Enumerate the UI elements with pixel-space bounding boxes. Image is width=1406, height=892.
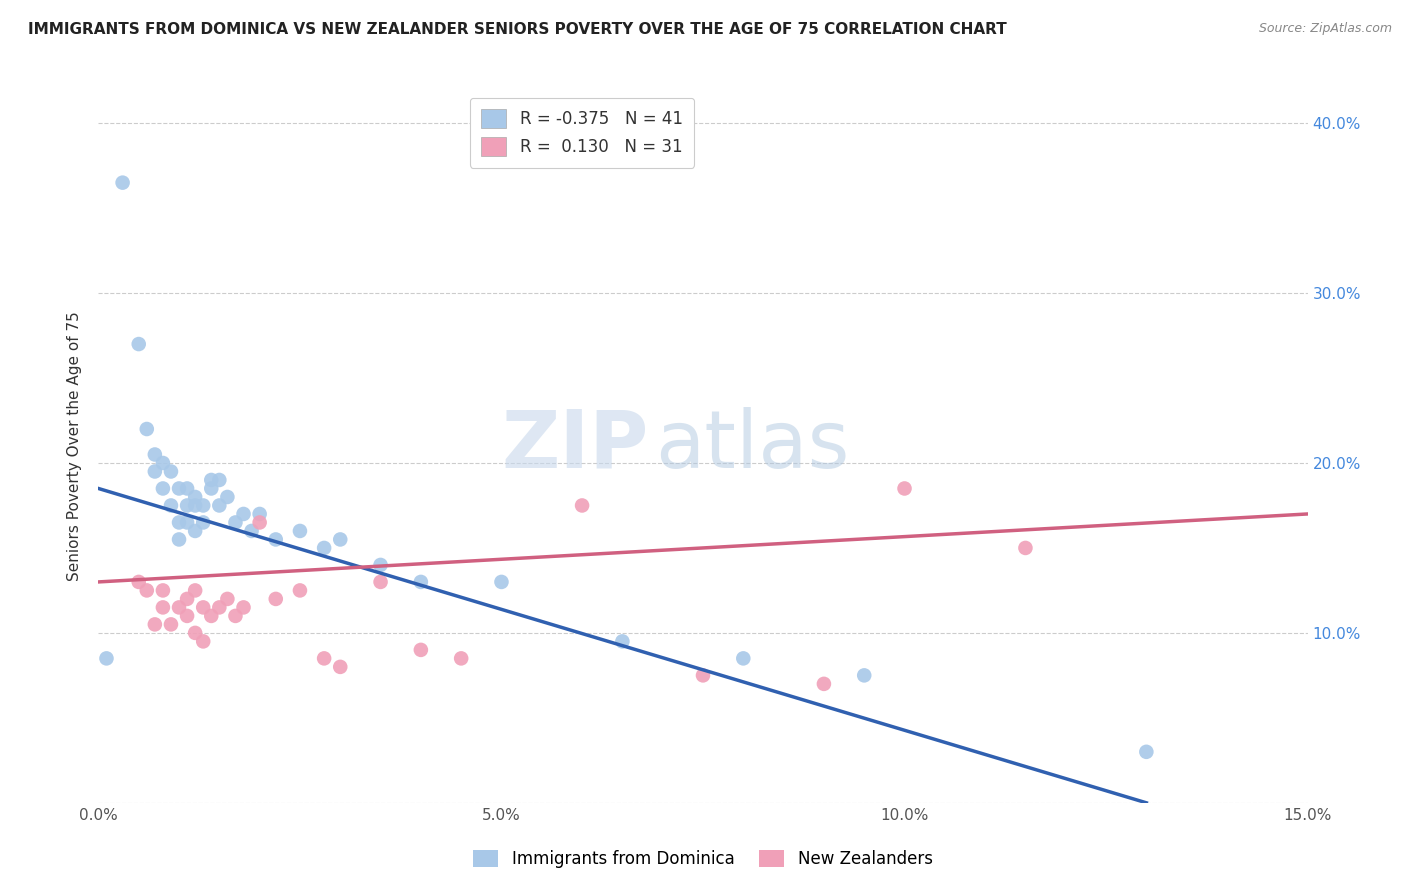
Text: ZIP: ZIP <box>502 407 648 485</box>
Point <box>184 524 207 538</box>
Point <box>813 677 835 691</box>
Point <box>200 608 222 623</box>
Point <box>249 516 271 530</box>
Point <box>200 473 222 487</box>
Y-axis label: Seniors Poverty Over the Age of 75: Seniors Poverty Over the Age of 75 <box>67 311 83 581</box>
Point <box>329 533 352 547</box>
Point <box>893 482 915 496</box>
Point <box>167 516 190 530</box>
Text: IMMIGRANTS FROM DOMINICA VS NEW ZEALANDER SENIORS POVERTY OVER THE AGE OF 75 COR: IMMIGRANTS FROM DOMINICA VS NEW ZEALANDE… <box>28 22 1007 37</box>
Point <box>184 490 207 504</box>
Point <box>193 600 215 615</box>
Point <box>176 591 198 606</box>
Text: atlas: atlas <box>655 407 849 485</box>
Point <box>264 533 287 547</box>
Point <box>176 608 198 623</box>
Point <box>152 600 174 615</box>
Point <box>111 176 134 190</box>
Point <box>152 482 174 496</box>
Point <box>232 507 254 521</box>
Point <box>224 608 246 623</box>
Point <box>370 558 392 572</box>
Point <box>612 634 634 648</box>
Point <box>208 499 231 513</box>
Point <box>143 448 166 462</box>
Point <box>409 574 432 589</box>
Point <box>208 600 231 615</box>
Point <box>135 422 157 436</box>
Point <box>176 482 198 496</box>
Point <box>184 626 207 640</box>
Point <box>184 499 207 513</box>
Point <box>288 583 311 598</box>
Point <box>176 516 198 530</box>
Point <box>224 516 246 530</box>
Point <box>853 668 876 682</box>
Point <box>160 617 183 632</box>
Point <box>491 574 513 589</box>
Point <box>409 643 432 657</box>
Point <box>193 516 215 530</box>
Point <box>571 499 593 513</box>
Point <box>167 482 190 496</box>
Point <box>176 499 198 513</box>
Legend: R = -0.375   N = 41, R =  0.130   N = 31: R = -0.375 N = 41, R = 0.130 N = 31 <box>470 97 695 168</box>
Point <box>1014 541 1036 555</box>
Point <box>200 482 222 496</box>
Point <box>249 507 271 521</box>
Point <box>128 574 150 589</box>
Point <box>240 524 263 538</box>
Point <box>370 574 392 589</box>
Point <box>329 660 352 674</box>
Point <box>184 583 207 598</box>
Point <box>288 524 311 538</box>
Point <box>152 583 174 598</box>
Text: Source: ZipAtlas.com: Source: ZipAtlas.com <box>1258 22 1392 36</box>
Point <box>264 591 287 606</box>
Point <box>193 634 215 648</box>
Point <box>692 668 714 682</box>
Point <box>143 465 166 479</box>
Point <box>208 473 231 487</box>
Point <box>217 490 239 504</box>
Point <box>167 533 190 547</box>
Legend: Immigrants from Dominica, New Zealanders: Immigrants from Dominica, New Zealanders <box>467 843 939 875</box>
Point <box>96 651 118 665</box>
Point <box>193 499 215 513</box>
Point <box>128 337 150 351</box>
Point <box>733 651 755 665</box>
Point <box>160 499 183 513</box>
Point <box>450 651 472 665</box>
Point <box>314 541 336 555</box>
Point <box>143 617 166 632</box>
Point <box>314 651 336 665</box>
Point <box>217 591 239 606</box>
Point <box>160 465 183 479</box>
Point <box>152 456 174 470</box>
Point <box>232 600 254 615</box>
Point <box>135 583 157 598</box>
Point <box>167 600 190 615</box>
Point <box>1135 745 1157 759</box>
